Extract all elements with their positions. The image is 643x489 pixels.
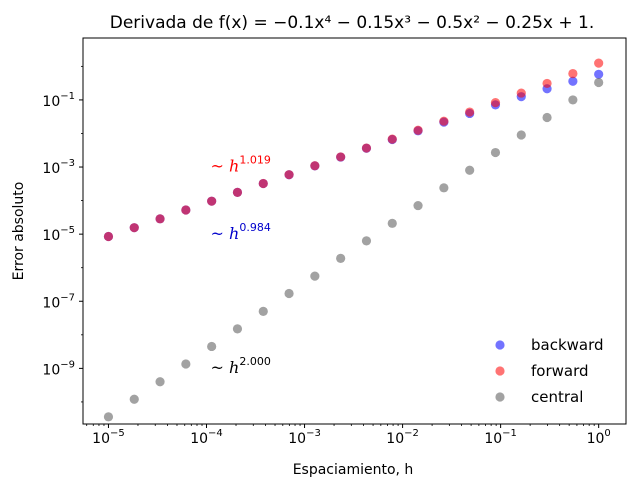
legend-label-forward: forward — [531, 362, 589, 380]
slope-annotations: ~ h1.019 ~ h0.984 ~ h2.000 — [211, 154, 271, 377]
central-point — [568, 95, 578, 105]
plot-area — [103, 58, 604, 422]
forward-point — [387, 134, 397, 144]
x-tick-label: 100 — [587, 428, 611, 447]
x-tick-label: 10−1 — [484, 428, 517, 447]
forward-point — [465, 107, 475, 117]
central-point — [336, 253, 346, 263]
forward-point — [490, 98, 501, 108]
legend-marker-forward — [495, 366, 505, 376]
slope-annotation: ~ h2.000 — [211, 355, 271, 377]
central-point — [310, 271, 320, 281]
series-central — [103, 77, 604, 422]
central-point — [103, 412, 114, 422]
central-point — [465, 165, 475, 175]
forward-point — [155, 214, 165, 224]
y-axis: 10−9 10−7 10−5 10−3 10−1 — [42, 65, 83, 403]
x-tick-label: 10−2 — [386, 428, 419, 447]
central-point — [387, 218, 397, 228]
legend-label-central: central — [531, 388, 583, 406]
legend: backward forward central — [495, 336, 604, 406]
central-point — [258, 306, 268, 316]
legend-marker-central — [495, 392, 505, 402]
central-point — [181, 359, 191, 369]
central-point — [490, 147, 501, 158]
forward-point — [207, 196, 217, 206]
forward-point — [258, 178, 268, 189]
forward-point — [594, 58, 604, 68]
forward-point — [232, 187, 243, 197]
forward-point — [310, 161, 320, 171]
x-tick-label: 10−4 — [190, 428, 223, 447]
y-tick-label: 10−1 — [42, 91, 75, 110]
forward-point — [103, 231, 114, 242]
central-point — [207, 341, 217, 352]
slope-annotation: ~ h1.019 — [211, 154, 271, 176]
legend-marker-backward — [495, 340, 505, 350]
series-backward — [103, 69, 604, 242]
x-axis: 10−5 10−4 10−3 10−2 10−1 100 — [86, 424, 611, 447]
y-tick-label: 10−5 — [42, 225, 75, 244]
central-point — [129, 394, 139, 404]
x-tick-label: 10−3 — [288, 428, 321, 447]
forward-point — [129, 223, 139, 233]
forward-point — [542, 78, 552, 89]
forward-point — [516, 88, 526, 98]
chart-title: Derivada de f(x) = −0.1x⁴ − 0.15x³ − 0.5… — [110, 13, 595, 33]
central-point — [439, 183, 449, 193]
backward-point — [594, 69, 604, 79]
central-point — [542, 112, 552, 123]
plot-frame — [82, 37, 627, 425]
central-point — [413, 200, 423, 211]
slope-annotation: ~ h0.984 — [211, 221, 271, 243]
forward-point — [413, 125, 423, 135]
y-tick-label: 10−7 — [42, 292, 75, 311]
y-tick-label: 10−3 — [42, 158, 75, 177]
y-tick-label: 10−9 — [42, 359, 75, 378]
legend-label-backward: backward — [531, 336, 604, 354]
series-forward — [103, 58, 604, 242]
x-axis-label: Espaciamiento, h — [293, 462, 414, 478]
central-point — [361, 236, 372, 246]
forward-point — [284, 170, 294, 180]
forward-point — [361, 143, 372, 153]
forward-point — [181, 205, 191, 215]
central-point — [516, 130, 526, 140]
central-point — [284, 288, 294, 299]
central-point — [232, 324, 243, 334]
forward-point — [439, 116, 449, 126]
y-axis-label: Error absoluto — [11, 182, 27, 281]
backward-point — [568, 76, 578, 86]
central-point — [594, 77, 604, 88]
forward-point — [336, 152, 346, 162]
x-tick-label: 10−5 — [92, 428, 125, 447]
central-point — [155, 377, 165, 387]
forward-point — [568, 68, 578, 79]
